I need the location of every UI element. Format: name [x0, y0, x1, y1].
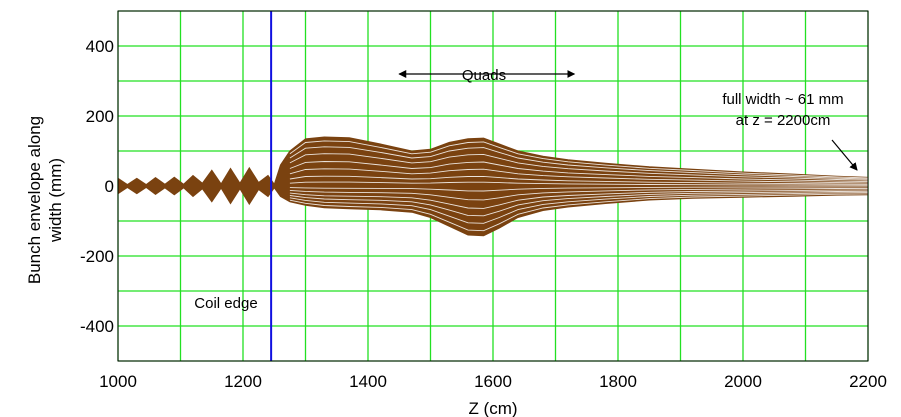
- trajectory-line: [289, 153, 869, 181]
- x-tick-label: 1000: [99, 372, 137, 391]
- y-tick-label: 200: [86, 107, 114, 126]
- width-note-line-1: full width ~ 61 mm: [722, 91, 843, 108]
- plot-frame: [117, 10, 869, 362]
- trajectory-line: [289, 190, 869, 217]
- y-tick-label: 0: [105, 177, 114, 196]
- quads-label: Quads: [462, 67, 506, 84]
- x-tick-label: 1800: [599, 372, 637, 391]
- x-tick-label: 1400: [349, 372, 387, 391]
- x-axis-title: Z (cm): [468, 399, 517, 417]
- trajectory-line: [289, 187, 869, 201]
- x-tick-label: 1600: [474, 372, 512, 391]
- trajectory-line: [289, 140, 869, 179]
- trajectory-line: [289, 175, 869, 185]
- coil-edge-label: Coil edge: [194, 295, 257, 312]
- width-note-arrow: [831, 139, 858, 171]
- trajectory-line: [289, 168, 869, 184]
- x-tick-label: 2000: [724, 372, 762, 391]
- trajectory-line: [289, 181, 869, 186]
- x-tick-label: 1200: [224, 372, 262, 391]
- x-tick-label: 2200: [849, 372, 887, 391]
- y-tick-label: 400: [86, 37, 114, 56]
- y-axis-title: Bunch envelope along width (mm): [25, 116, 65, 284]
- trajectory-line: [289, 192, 869, 224]
- envelope-layer: [117, 136, 869, 237]
- y-axis-title-line-1: Bunch envelope along: [25, 116, 44, 284]
- y-tick-label: -400: [80, 317, 114, 336]
- trajectory-line: [289, 186, 868, 192]
- y-axis-title-line-2: width (mm): [46, 158, 65, 243]
- trajectory-line: [289, 161, 869, 183]
- y-tick-labels: 400 200 0 -200 -400: [80, 37, 114, 336]
- trajectory-line: [289, 146, 869, 180]
- y-tick-label: -200: [80, 247, 114, 266]
- x-tick-labels: 1000 1200 1400 1600 1800 2000 2200: [99, 372, 887, 391]
- trajectory-line: [289, 193, 869, 232]
- trajectory-line: [289, 189, 869, 209]
- width-note-line-2: at z = 2200cm: [736, 112, 831, 129]
